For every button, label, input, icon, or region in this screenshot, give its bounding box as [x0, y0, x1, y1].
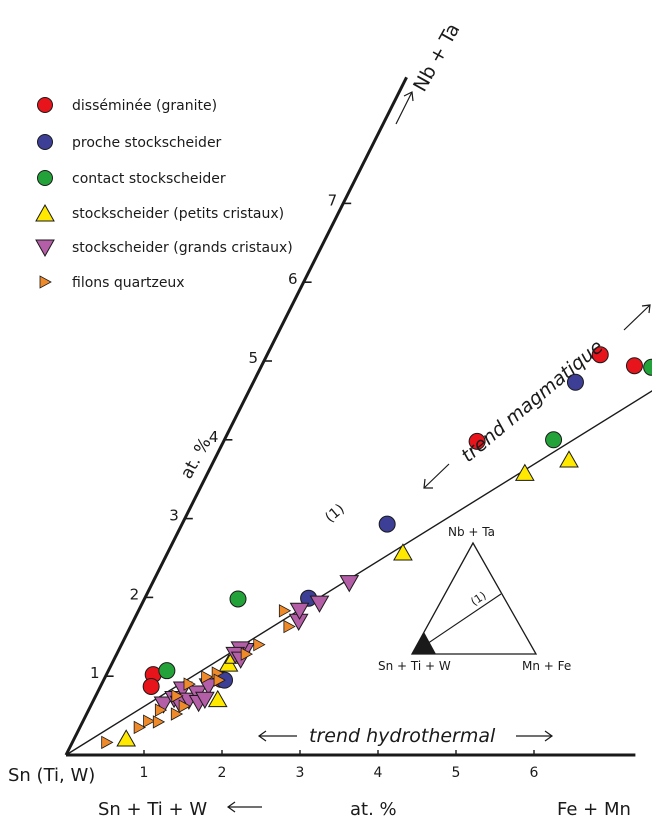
legend-item: filons quartzeux: [39, 275, 185, 291]
legend-marker-triangle-right: [39, 275, 52, 289]
data-point-triangle-right: [143, 714, 156, 728]
data-point-triangle-up: [116, 729, 137, 747]
data-point-circle: [158, 662, 176, 680]
data-points: [101, 346, 652, 750]
arrow-magmatic-up: [623, 304, 651, 331]
x-axis-ticks: 1 2 3 4 5 6: [140, 750, 539, 781]
legend-label: disséminée (granite): [72, 98, 217, 114]
data-point-triangle-right: [133, 720, 146, 735]
data-point-triangle-up: [559, 450, 579, 468]
trend-magmatic-label: trend magmatique: [457, 336, 607, 467]
diag-tick-label: 1: [90, 664, 100, 682]
legend: disséminée (granite) proche stockscheide…: [35, 97, 293, 291]
diag-tick-label: 3: [169, 507, 179, 525]
inset-ternary-diagram: Nb + Ta Sn + Ti + W Mn + Fe (1): [378, 525, 571, 673]
x-tick-label: 6: [530, 765, 539, 781]
data-point-triangle-right: [178, 699, 191, 713]
legend-marker-circle: [37, 97, 53, 113]
x-tick-label: 1: [140, 765, 149, 781]
trend-hydrothermal-label: trend hydrothermal: [309, 725, 496, 747]
arrow-nb-ta: [395, 91, 414, 125]
data-point-triangle-right: [183, 677, 196, 691]
diag-tick-label: 5: [248, 349, 258, 367]
legend-label: filons quartzeux: [72, 275, 185, 291]
data-point-circle: [566, 373, 584, 391]
arrow-x-left: [226, 801, 262, 813]
legend-item: stockscheider (petits cristaux): [35, 203, 284, 222]
data-point-triangle-right: [171, 689, 184, 703]
data-point-triangle-right: [101, 735, 114, 750]
diag-unit-label: at. %: [177, 434, 216, 482]
data-point-circle: [142, 677, 160, 695]
origin-label: Sn (Ti, W): [8, 765, 95, 786]
diag-tick-label: 6: [288, 270, 298, 288]
inset-right-label: Mn + Fe: [522, 659, 571, 673]
data-point-circle: [643, 358, 652, 376]
legend-item: stockscheider (grands cristaux): [35, 239, 293, 258]
data-point-triangle-up: [393, 543, 413, 561]
data-point-triangle-right: [213, 673, 226, 687]
x-tick-label: 2: [218, 765, 227, 781]
data-point-triangle-up: [514, 463, 535, 481]
legend-label: contact stockscheider: [72, 171, 226, 187]
data-point-triangle-right: [253, 638, 266, 652]
data-point-triangle-down: [289, 602, 310, 621]
inset-top-label: Nb + Ta: [448, 525, 495, 539]
data-point-triangle-right: [201, 670, 214, 684]
data-point-triangle-right: [154, 703, 168, 717]
x-right-label: Fe + Mn: [557, 799, 631, 819]
legend-label: proche stockscheider: [72, 135, 222, 151]
data-point-circle: [545, 431, 563, 449]
legend-marker-circle: [37, 134, 53, 150]
diag-tick-label: 7: [328, 191, 338, 209]
data-point-triangle-down: [339, 575, 360, 593]
x-tick-label: 3: [296, 765, 305, 781]
arrow-magmatic-down: [423, 463, 450, 489]
data-point-triangle-down: [195, 691, 215, 710]
data-point-circle: [229, 590, 247, 608]
diag-axis-label: Nb + Ta: [409, 20, 464, 96]
inset-marker-label: (1): [468, 589, 488, 608]
axes: [64, 76, 652, 757]
data-point-triangle-right: [170, 707, 184, 721]
data-point-triangle-down: [309, 595, 330, 613]
diag-tick-label: 2: [130, 585, 140, 603]
data-point-triangle-right: [283, 619, 296, 634]
line-marker-label: (1): [322, 501, 347, 526]
data-point-triangle-right: [240, 647, 254, 661]
x-tick-label: 5: [452, 765, 461, 781]
x-center-label: at. %: [350, 799, 397, 819]
arrow-hydrothermal-left: [257, 730, 297, 742]
data-point-circle: [378, 515, 396, 533]
legend-marker-triangle-down: [35, 239, 55, 258]
diag-axis-line: [64, 76, 408, 756]
data-point-circle: [625, 357, 643, 375]
legend-item: proche stockscheider: [37, 134, 222, 151]
legend-item: contact stockscheider: [37, 170, 226, 187]
legend-marker-triangle-up: [35, 203, 55, 222]
legend-marker-circle: [37, 170, 53, 186]
x-left-label: Sn + Ti + W: [98, 799, 207, 819]
legend-label: stockscheider (grands cristaux): [72, 240, 293, 256]
data-point-circle: [591, 346, 609, 364]
data-point-circle: [468, 432, 486, 450]
inset-left-label: Sn + Ti + W: [378, 659, 451, 673]
diag-axis-ticks: 1 2 3 4 5 6 7: [90, 191, 352, 682]
legend-label: stockscheider (petits cristaux): [72, 206, 284, 222]
data-point-triangle-up: [207, 689, 228, 708]
trend-line: [65, 390, 652, 756]
x-tick-label: 4: [374, 765, 383, 781]
data-point-triangle-right: [278, 604, 292, 618]
data-point-triangle-down: [153, 696, 174, 714]
data-point-triangle-right: [152, 715, 166, 729]
inset-corner-fill: [412, 632, 436, 654]
legend-item: disséminée (granite): [37, 97, 217, 114]
diag-tick-label: 4: [209, 428, 219, 446]
arrow-hydrothermal-right: [516, 730, 554, 742]
